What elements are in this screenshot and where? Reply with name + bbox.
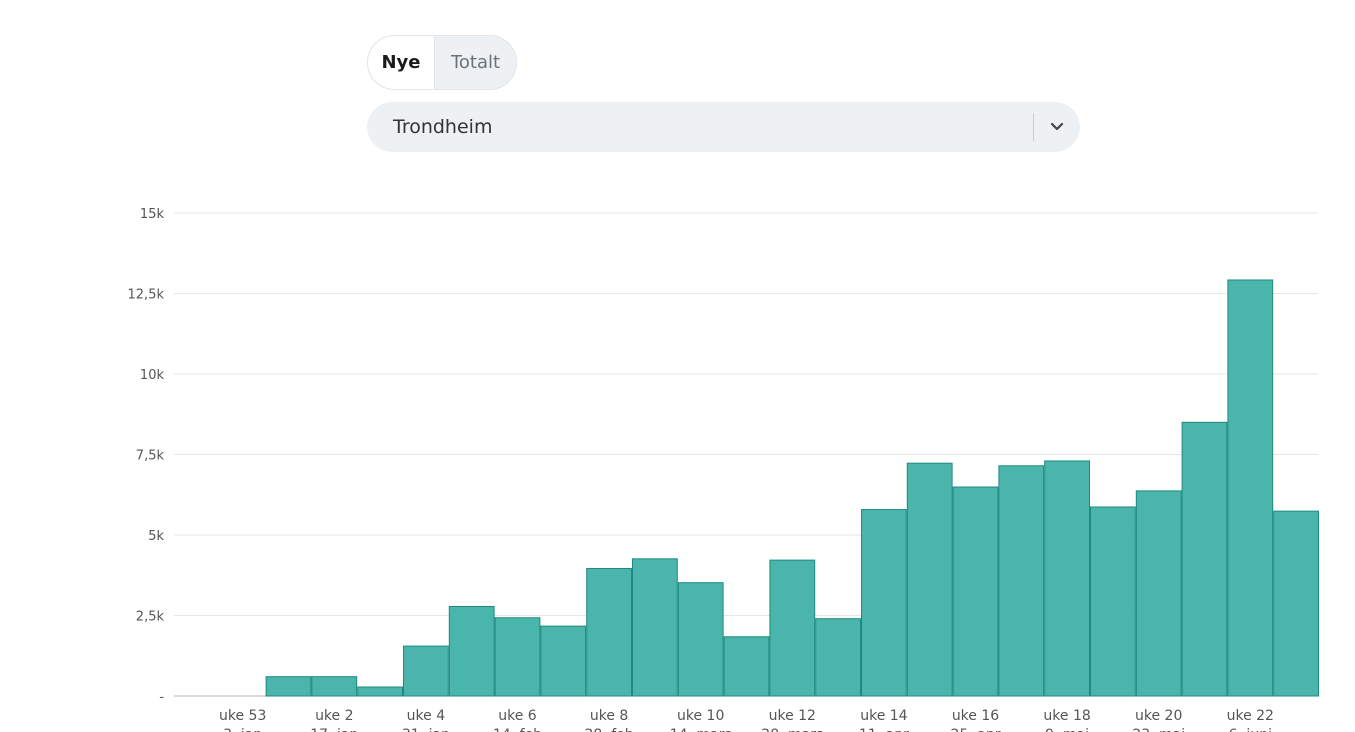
bar[interactable] [723, 636, 770, 697]
bar[interactable] [1090, 506, 1136, 697]
y-tick-label: - [159, 690, 164, 705]
x-tick-date-label: 28. mars [761, 727, 823, 732]
region-select[interactable]: Trondheim [367, 102, 1080, 152]
bar[interactable] [403, 645, 449, 697]
x-tick-date-label: 23. mai [1132, 727, 1185, 732]
x-tick-date-label: 31. jan [402, 727, 450, 732]
x-tick-week-label: uke 4 [407, 708, 446, 724]
toggle-option-total[interactable]: Totalt [450, 52, 501, 73]
y-tick-label: 12,5k [128, 288, 165, 303]
new-total-toggle: Nye Totalt [367, 35, 517, 90]
x-tick-week-label: uke 10 [677, 708, 724, 724]
x-tick-week-label: uke 16 [952, 708, 999, 724]
x-tick-date-label: 17. jan [310, 727, 358, 732]
x-tick-week-label: uke 20 [1135, 708, 1182, 724]
x-tick-week-label: uke 6 [498, 708, 537, 724]
x-tick-week-label: uke 14 [860, 708, 907, 724]
x-tick-date-label: 11. apr [859, 727, 909, 732]
y-axis-ticks: - 2,5k 5k 7,5k 10k 12,5k 15k [128, 207, 165, 705]
y-tick-label: 2,5k [136, 610, 165, 625]
y-tick-label: 5k [148, 529, 164, 544]
x-tick-date-label: 14. mars [670, 727, 732, 732]
region-select-value: Trondheim [393, 116, 493, 138]
x-tick-date-label: 6. juni [1229, 727, 1272, 732]
bar[interactable] [677, 582, 724, 697]
bar[interactable] [769, 559, 816, 697]
bar[interactable] [494, 617, 541, 697]
bar[interactable] [998, 465, 1045, 697]
x-axis-ticks: uke 53 3. jan uke 2 17. jan uke 4 31. jan uke … [219, 708, 1274, 732]
bar[interactable] [540, 625, 587, 697]
weekly-cases-chart: - 2,5k 5k 7,5k 10k 12,5k 15k uke 53 3. jan uke 2… [128, 207, 1319, 732]
x-tick-week-label: uke 53 [219, 708, 266, 724]
toggle-option-new[interactable]: Nye [368, 36, 435, 89]
y-tick-label: 7,5k [136, 449, 165, 464]
x-tick-week-label: uke 22 [1227, 708, 1274, 724]
bar[interactable] [1227, 279, 1274, 697]
x-tick-week-label: uke 8 [590, 708, 628, 724]
x-tick-week-label: uke 2 [315, 708, 353, 724]
x-tick-week-label: uke 12 [769, 708, 816, 724]
bar[interactable] [1273, 510, 1319, 697]
x-tick-date-label: 14. feb [493, 727, 542, 732]
bar[interactable] [1181, 421, 1228, 697]
bar[interactable] [586, 567, 633, 697]
x-tick-date-label: 25. apr [951, 727, 1001, 732]
x-tick-date-label: 9. mai [1045, 727, 1089, 732]
x-tick-date-label: 28. feb [585, 727, 634, 732]
y-tick-label: 15k [140, 207, 165, 222]
y-tick-label: 10k [140, 368, 165, 383]
bar[interactable] [357, 686, 404, 697]
bar[interactable] [952, 486, 999, 697]
bar[interactable] [448, 605, 495, 697]
bar[interactable] [632, 558, 678, 697]
x-tick-week-label: uke 18 [1043, 708, 1090, 724]
bar[interactable] [861, 509, 907, 697]
bar[interactable] [815, 618, 862, 697]
x-tick-date-label: 3. jan [223, 727, 262, 732]
select-divider [1033, 113, 1034, 141]
bars [265, 279, 1319, 697]
bar[interactable] [265, 676, 312, 697]
bar[interactable] [1135, 490, 1182, 697]
chevron-down-icon[interactable] [1034, 102, 1080, 152]
bar[interactable] [906, 462, 953, 697]
bar[interactable] [311, 676, 358, 697]
bar[interactable] [1044, 460, 1090, 697]
